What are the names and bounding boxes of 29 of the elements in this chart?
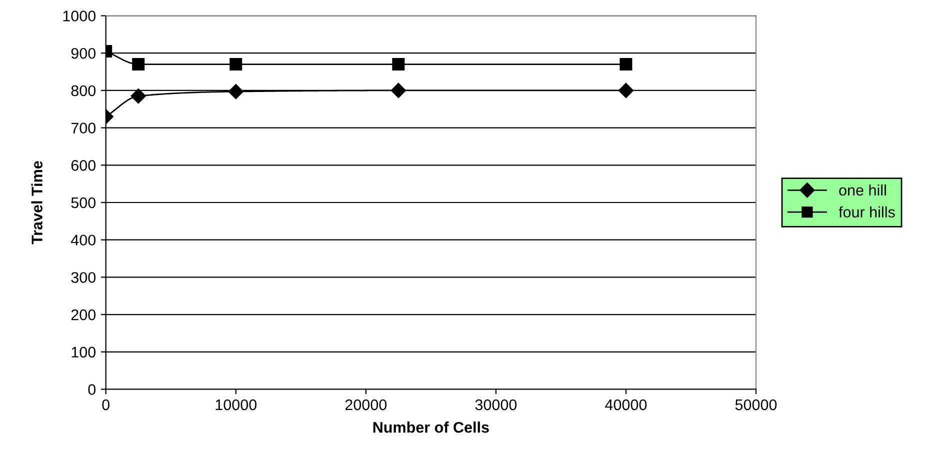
- y-tick-label: 500: [71, 197, 96, 208]
- legend-label: four hills: [838, 206, 895, 218]
- x-tick-label: 0: [102, 399, 110, 410]
- point: [132, 58, 145, 71]
- point: [130, 88, 146, 104]
- point: [620, 58, 632, 71]
- y-tick-label: 900: [71, 48, 96, 59]
- y-axis-title: Travel Time: [31, 161, 42, 244]
- y-tick-label: 700: [71, 122, 96, 134]
- point: [228, 84, 244, 100]
- y-tick-label: 1000: [63, 10, 96, 22]
- y-tick-label: 800: [71, 85, 96, 96]
- y-tick-label: 0: [88, 384, 96, 395]
- point: [230, 58, 242, 71]
- y-tick-label: 400: [70, 234, 96, 246]
- point: [618, 82, 634, 98]
- y-tick-label: 600: [71, 160, 96, 171]
- legend-label: one hill: [839, 184, 886, 196]
- x-tick-label: 50000: [735, 399, 777, 410]
- x-tick-label: 10000: [216, 399, 257, 410]
- x-tick-label: 30000: [475, 399, 517, 410]
- y-tick-label: 300: [71, 272, 96, 283]
- point: [392, 58, 405, 71]
- x-tick-label: 40000: [605, 399, 647, 410]
- y-tick-label: 100: [72, 346, 96, 358]
- y-tick-label: 200: [71, 309, 96, 320]
- x-axis-title: Number of Cells: [373, 422, 489, 433]
- x-tick-label: 20000: [345, 399, 387, 410]
- point: [390, 82, 406, 98]
